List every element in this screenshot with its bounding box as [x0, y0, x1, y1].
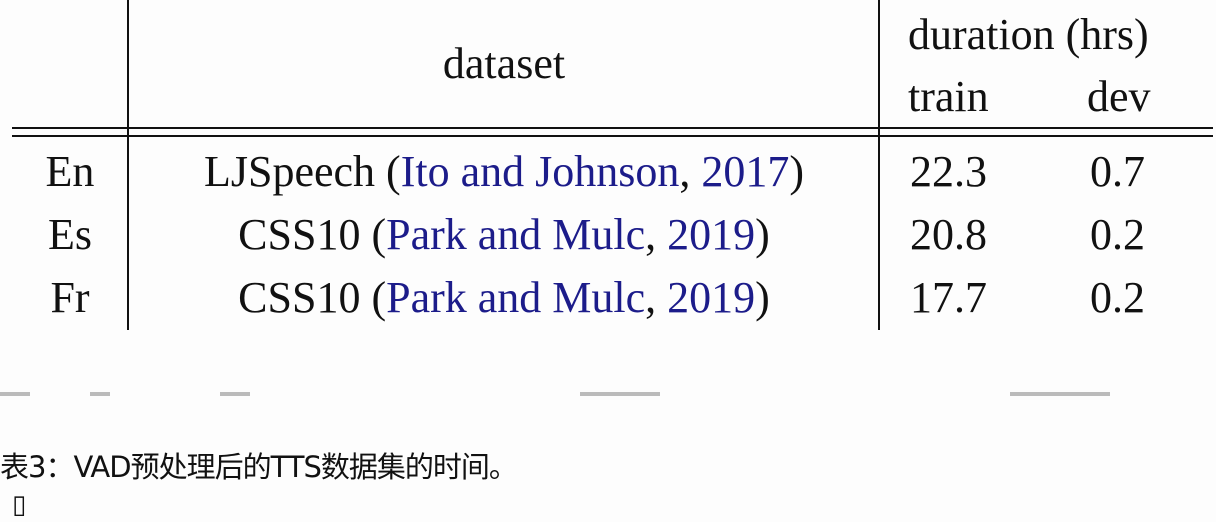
language-cell: En [45, 147, 95, 196]
column-divider [878, 0, 880, 330]
dev-hours-cell: 0.7 [1090, 147, 1145, 196]
dataset-name: CSS10 [238, 273, 361, 322]
dataset-name: LJSpeech [203, 147, 376, 196]
header-dataset: dataset [442, 39, 566, 88]
citation-year-link[interactable]: 2019 [667, 273, 756, 322]
dataset-cell: CSS10 (Park and Mulc, 2019) [238, 210, 770, 259]
citation-authors-link[interactable]: Park and Mulc [386, 273, 646, 322]
dataset-cell: CSS10 (Park and Mulc, 2019) [238, 273, 770, 322]
dataset-name: CSS10 [238, 210, 361, 259]
header-duration: duration (hrs) [908, 10, 1149, 59]
column-divider [127, 0, 129, 330]
dataset-cell: LJSpeech (Ito and Johnson, 2017) [203, 147, 805, 196]
train-hours-cell: 22.3 [910, 147, 987, 196]
table-caption: 表3：VAD预处理后的TTS数据集的时间。 [0, 450, 518, 484]
header-train: train [908, 72, 989, 121]
dev-hours-cell: 0.2 [1090, 273, 1145, 322]
header-rule [12, 127, 1213, 129]
train-hours-cell: 17.7 [910, 273, 987, 322]
citation-year-link[interactable]: 2019 [667, 210, 756, 259]
train-hours-cell: 20.8 [910, 210, 987, 259]
citation-year-link[interactable]: 2017 [701, 147, 790, 196]
language-cell: Fr [50, 273, 90, 322]
header-rule [12, 135, 1213, 137]
language-cell: Es [48, 210, 92, 259]
dev-hours-cell: 0.2 [1090, 210, 1145, 259]
citation-authors-link[interactable]: Park and Mulc [386, 210, 646, 259]
header-dev: dev [1087, 72, 1151, 121]
missing-glyph: ▯ [12, 490, 27, 520]
citation-authors-link[interactable]: Ito and Johnson [400, 147, 680, 196]
